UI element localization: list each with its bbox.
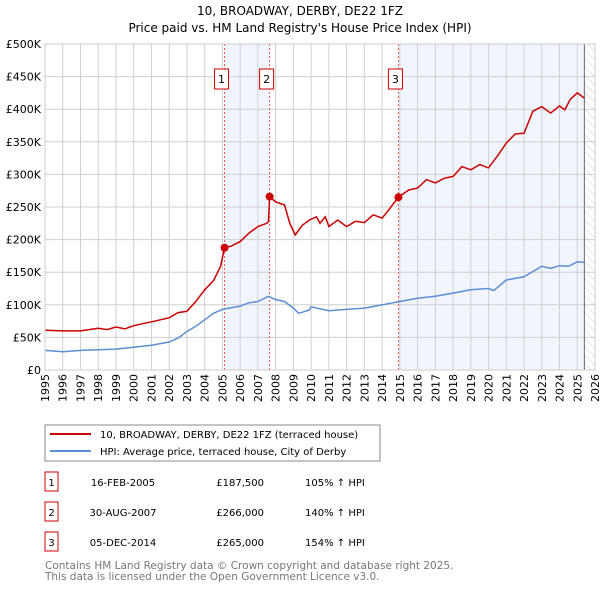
property-price-line [44, 91, 585, 332]
sale-row-hpi: 140% ↑ HPI [305, 508, 365, 519]
x-tick-label: 2022 [518, 374, 531, 402]
sale-row-number-box [44, 471, 59, 492]
sale-marker-number: 2 [263, 73, 270, 86]
footer-licence: This data is licensed under the Open Gov… [44, 571, 380, 583]
x-tick-label: 2005 [216, 374, 229, 402]
sale-row-number-box [44, 501, 59, 522]
x-tick-label: 1997 [74, 374, 87, 402]
legend-label-hpi: HPI: Average price, terraced house, City… [100, 447, 346, 458]
sale-point [394, 193, 403, 202]
footer-copyright: Contains HM Land Registry data © Crown c… [45, 560, 453, 572]
sale-marker-box [259, 68, 275, 90]
y-tick-label: £50K [13, 331, 42, 344]
sale-point [265, 192, 274, 201]
y-tick-label: £100K [6, 299, 42, 312]
y-tick-label: £250K [6, 201, 42, 214]
legend: 10, BROADWAY, DERBY, DE22 1FZ (terraced … [44, 424, 381, 462]
x-tick-label: 2003 [181, 374, 194, 402]
x-tick-label: 2017 [429, 374, 442, 402]
x-tick-label: 2009 [287, 374, 300, 402]
x-tick-label: 2024 [554, 374, 567, 402]
x-tick-label: 2018 [447, 374, 460, 402]
x-tick-label: 2026 [589, 374, 600, 402]
x-tick-label: 2021 [500, 374, 513, 402]
sale-row-price: £266,000 [216, 508, 264, 519]
x-tick-label: 2023 [536, 374, 549, 402]
sale-row-hpi: 154% ↑ HPI [305, 538, 365, 549]
sale-row-hpi: 105% ↑ HPI [305, 478, 365, 489]
plot-frame [44, 43, 596, 371]
sale-point [220, 243, 229, 252]
sale-row-number: 1 [48, 478, 54, 489]
x-tick-label: 1995 [39, 374, 52, 402]
sale-row-price: £187,500 [216, 478, 264, 489]
x-tick-label: 2002 [163, 374, 176, 402]
hpi-line [44, 261, 585, 353]
sale-row-date: 16-FEB-2005 [91, 478, 155, 489]
sale-row-number: 3 [48, 538, 54, 549]
legend-label-property: 10, BROADWAY, DERBY, DE22 1FZ (terraced … [100, 430, 358, 441]
y-tick-label: £500K [6, 38, 42, 51]
sale-row-number-box [44, 531, 59, 552]
x-tick-label: 2011 [323, 374, 336, 402]
chart-subtitle: Price paid vs. HM Land Registry's House … [128, 21, 471, 35]
x-tick-label: 2020 [483, 374, 496, 402]
x-tick-label: 2015 [394, 374, 407, 402]
x-tick-label: 2013 [358, 374, 371, 402]
sale-row-number: 2 [48, 508, 54, 519]
y-tick-label: £0 [27, 364, 41, 377]
y-tick-label: £350K [6, 136, 42, 149]
y-tick-label: £450K [6, 71, 42, 84]
sale-marker-box [214, 68, 230, 90]
sale-marker-number: 1 [218, 73, 225, 86]
sale-row-date: 05-DEC-2014 [90, 538, 156, 549]
x-tick-label: 2010 [305, 374, 318, 402]
x-tick-label: 2016 [412, 374, 425, 402]
x-tick-label: 2001 [145, 374, 158, 402]
x-tick-label: 2008 [270, 374, 283, 402]
sale-row-price: £265,000 [216, 538, 264, 549]
sale-marker-box [387, 68, 403, 90]
x-tick-label: 1999 [110, 374, 123, 402]
x-tick-label: 2006 [234, 374, 247, 402]
y-tick-label: £200K [6, 234, 42, 247]
y-tick-label: £150K [6, 266, 42, 279]
y-tick-label: £300K [6, 168, 42, 181]
x-tick-label: 2000 [128, 374, 141, 402]
y-tick-label: £400K [6, 103, 42, 116]
x-tick-label: 2012 [341, 374, 354, 402]
x-tick-label: 2019 [465, 374, 478, 402]
x-tick-label: 2014 [376, 374, 389, 402]
x-tick-label: 2004 [199, 374, 212, 402]
x-tick-label: 1998 [92, 374, 105, 402]
chart-title: 10, BROADWAY, DERBY, DE22 1FZ [197, 4, 403, 18]
sale-row-date: 30-AUG-2007 [89, 508, 156, 519]
x-tick-label: 2025 [571, 374, 584, 402]
x-tick-label: 1996 [57, 374, 70, 402]
x-tick-label: 2007 [252, 374, 265, 402]
sale-marker-number: 3 [392, 73, 399, 86]
